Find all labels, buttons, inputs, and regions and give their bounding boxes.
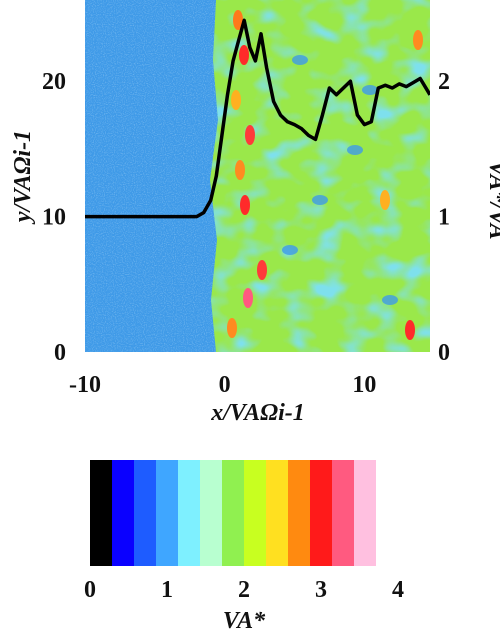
colorbar-swatch <box>266 460 289 566</box>
hotspot <box>245 125 255 145</box>
cool-patch <box>292 55 308 65</box>
x-tick-label: 0 <box>219 372 231 398</box>
x-axis-label: x/VAΩi-1 <box>210 400 304 426</box>
colorbar-swatch <box>332 460 355 566</box>
hotspot <box>380 190 390 210</box>
colorbar-swatch <box>134 460 157 566</box>
va-ratio-line <box>85 18 430 219</box>
colorbar-swatch <box>178 460 201 566</box>
hotspot <box>233 10 243 30</box>
hotspot <box>235 160 245 180</box>
colorbar-swatch <box>354 460 377 566</box>
y-tick-label: 20 <box>42 69 66 95</box>
colorbar-swatch <box>244 460 267 566</box>
hotspot <box>405 320 415 340</box>
y-tick-label: 0 <box>54 340 66 366</box>
curve-layer <box>85 18 430 219</box>
colorbar-swatch <box>288 460 311 566</box>
y2-axis-label: VA*/VA <box>484 160 500 239</box>
x-ticks: -10 0 10 <box>69 372 376 398</box>
y-ticks: 0 10 20 <box>42 69 66 366</box>
cool-patch <box>362 85 378 95</box>
colorbar-tick-label: 0 <box>84 577 96 603</box>
cool-patch <box>382 295 398 305</box>
hotspot <box>239 45 249 65</box>
hotspot <box>227 318 237 338</box>
x-tick-label: 10 <box>352 372 376 398</box>
cool-patch <box>347 145 363 155</box>
hotspot <box>243 288 253 308</box>
colorbar-tick-label: 3 <box>315 577 327 603</box>
x-tick-label: -10 <box>69 372 101 398</box>
y2-ticks: 0 1 2 <box>438 69 450 366</box>
hotspots <box>227 10 423 340</box>
upstream-noise <box>85 0 218 352</box>
hotspot <box>231 90 241 110</box>
y-axis-label: y/VAΩi-1 <box>10 130 36 225</box>
colorbar-ticks: 0 1 2 3 4 <box>84 577 404 603</box>
colorbar-swatch <box>376 460 399 566</box>
colorbar-swatch <box>156 460 179 566</box>
colorbar-tick-label: 1 <box>161 577 173 603</box>
colorbar-tick-label: 2 <box>238 577 250 603</box>
y2-tick-label: 1 <box>438 205 450 231</box>
colorbar-swatch <box>310 460 333 566</box>
colorbar-swatch <box>200 460 223 566</box>
colorbar <box>90 460 399 566</box>
y2-tick-label: 2 <box>438 69 450 95</box>
colorbar-label: VA* <box>223 608 266 634</box>
hotspot <box>240 195 250 215</box>
colorbar-swatch <box>222 460 245 566</box>
hotspot <box>413 30 423 50</box>
colorbar-swatch <box>90 460 113 566</box>
y-tick-label: 10 <box>42 205 66 231</box>
cool-patch <box>312 195 328 205</box>
y2-tick-label: 0 <box>438 340 450 366</box>
hotspot <box>257 260 267 280</box>
cool-patch <box>282 245 298 255</box>
colorbar-tick-label: 4 <box>392 577 404 603</box>
colorbar-swatch <box>112 460 135 566</box>
